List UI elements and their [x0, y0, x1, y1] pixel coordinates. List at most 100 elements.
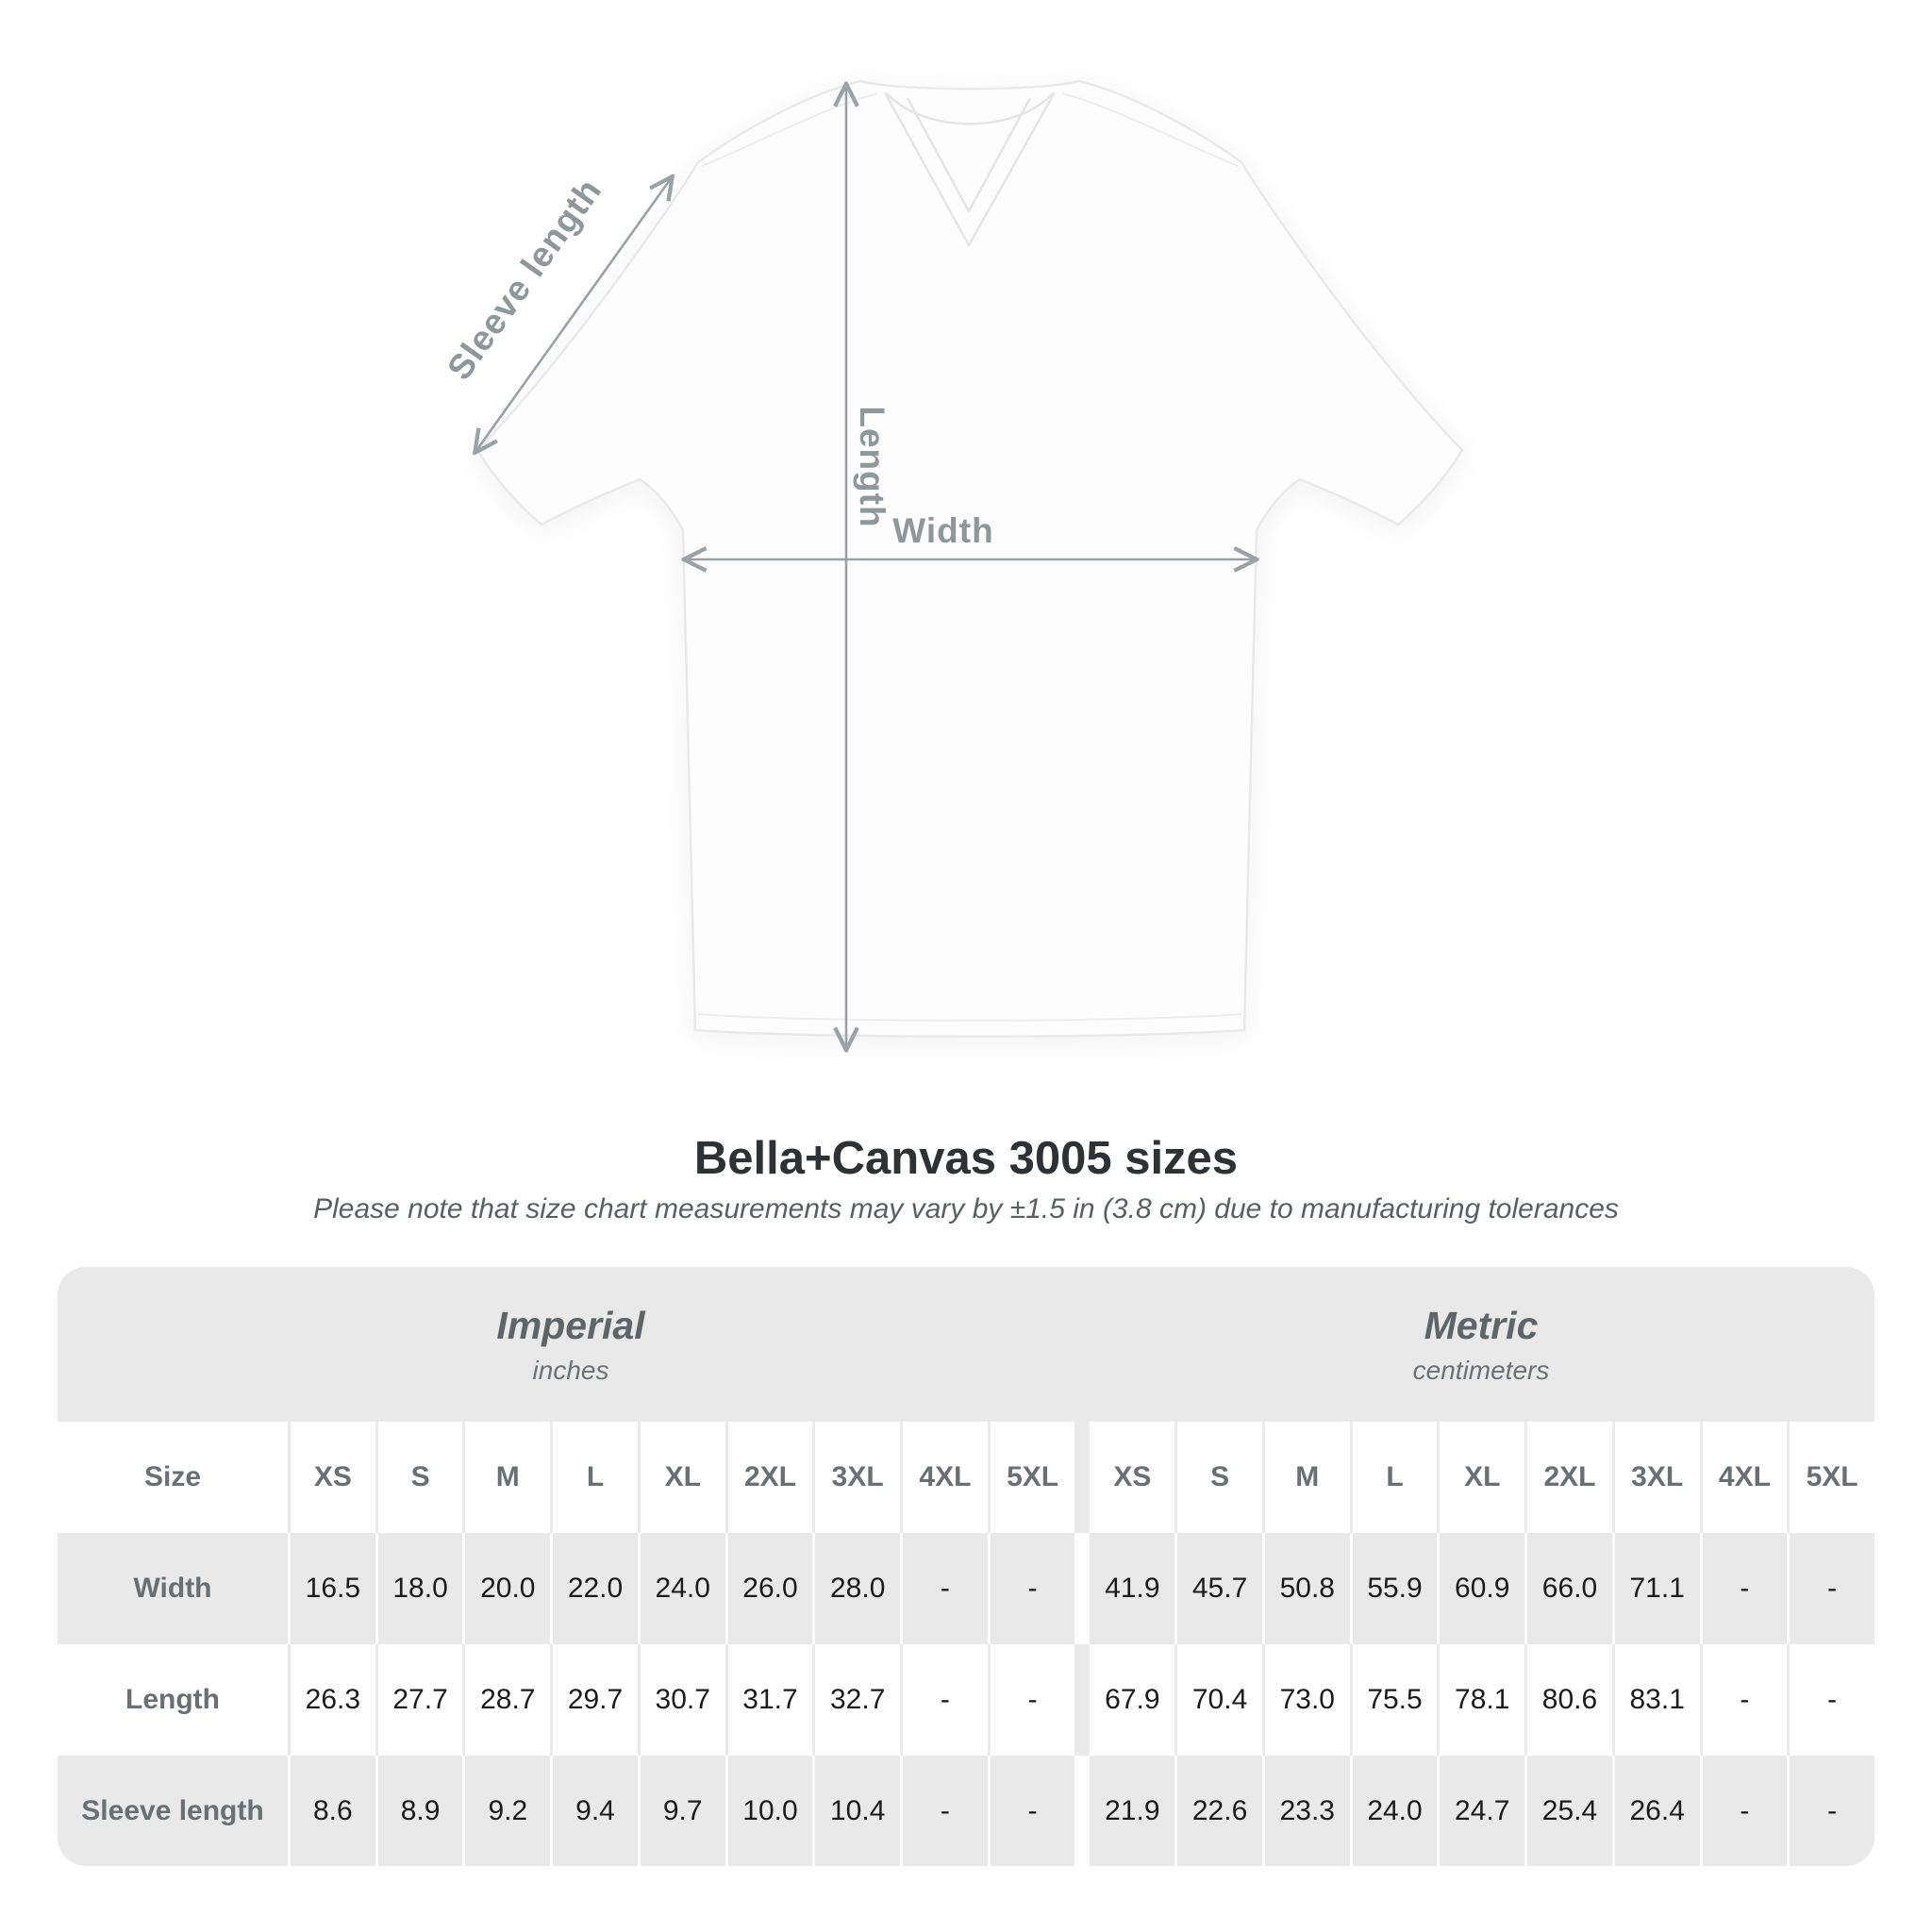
imperial-size-header: XS	[291, 1422, 375, 1533]
metric-value-cell: -	[1790, 1644, 1874, 1756]
imperial-subtitle: inches	[532, 1355, 609, 1385]
measurement-row-length: Length 26.3 27.7 28.7 29.7 30.7 31.7 32.7- -67.9…	[58, 1644, 1874, 1756]
collar-back-neck	[886, 92, 1054, 125]
metric-value-cell: 22.6	[1177, 1756, 1262, 1866]
metric-size-header: L	[1352, 1422, 1438, 1533]
measurement-arrows	[475, 85, 1256, 1049]
metric-size-header: S	[1177, 1422, 1262, 1533]
imperial-value-cell: 10.4	[815, 1756, 901, 1866]
metric-value-cell: 71.1	[1614, 1533, 1700, 1644]
imperial-value-cell: 8.6	[291, 1756, 375, 1866]
sleeve-length-arrow	[475, 177, 672, 452]
imperial-size-header: 4XL	[903, 1422, 988, 1533]
imperial-value-cell: 30.7	[640, 1644, 725, 1756]
metric-value-cell: 55.9	[1352, 1533, 1438, 1644]
imperial-title: Imperial	[496, 1303, 645, 1347]
imperial-value-cell: -	[903, 1533, 988, 1644]
right-shoulder-seam	[1061, 92, 1239, 167]
size-column-header: Size	[58, 1422, 288, 1533]
tshirt-diagram-svg: Sleeve length Length Width	[440, 79, 1464, 1132]
imperial-value-cell: 9.4	[553, 1756, 638, 1866]
metric-value-cell: 45.7	[1177, 1533, 1262, 1644]
metric-value-cell: 73.0	[1264, 1644, 1350, 1756]
metric-value-cell: 25.4	[1527, 1756, 1612, 1866]
metric-value-cell: -	[1702, 1756, 1788, 1866]
width-label: Width	[892, 511, 993, 550]
metric-value-cell: 67.9	[1090, 1644, 1175, 1756]
size-header-row: Size XS S M L XL 2XL 3XL 4XL 5XL XS S M L XL 2XL 3XL 4XL 5…	[58, 1422, 1874, 1533]
metric-value-cell: 78.1	[1440, 1644, 1525, 1756]
row-label: Length	[58, 1644, 288, 1756]
collar-inner-v	[906, 97, 1032, 213]
size-table-body: Width 16.5 18.0 20.0 22.0 24.0 26.0 28.0- -41.9 4…	[58, 1533, 1874, 1866]
imperial-value-cell: 10.0	[727, 1756, 813, 1866]
metric-value-cell: -	[1702, 1533, 1788, 1644]
size-table: Imperial inches Metric centimeters Size X…	[58, 1267, 1874, 1866]
imperial-value-cell: 32.7	[815, 1644, 901, 1756]
metric-value-cell: -	[1790, 1756, 1874, 1866]
units-divider	[1077, 1756, 1087, 1866]
units-header-band: Imperial inches Metric centimeters	[58, 1267, 1874, 1422]
imperial-value-cell: 16.5	[291, 1533, 375, 1644]
units-divider	[1077, 1644, 1087, 1756]
imperial-value-cell: 29.7	[553, 1644, 638, 1756]
metric-value-cell: 70.4	[1177, 1644, 1262, 1756]
imperial-value-cell: 24.0	[640, 1533, 725, 1644]
chart-subtitle: Please note that size chart measurements…	[313, 1193, 1619, 1224]
row-label: Width	[58, 1533, 288, 1644]
row-label: Sleeve length	[58, 1756, 288, 1866]
metric-size-header: 2XL	[1527, 1422, 1612, 1533]
imperial-value-cell: 8.9	[377, 1756, 463, 1866]
metric-size-header: XL	[1440, 1422, 1525, 1533]
imperial-value-cell: 9.7	[640, 1756, 725, 1866]
metric-value-cell: 60.9	[1440, 1533, 1525, 1644]
imperial-value-cell: -	[990, 1533, 1075, 1644]
imperial-size-header: L	[553, 1422, 638, 1533]
imperial-value-cell: 26.3	[291, 1644, 375, 1756]
length-label: Length	[853, 406, 891, 527]
metric-value-cell: 66.0	[1527, 1533, 1612, 1644]
imperial-value-cell: 22.0	[553, 1533, 638, 1644]
imperial-value-cell: 9.2	[465, 1756, 551, 1866]
units-divider	[1077, 1422, 1087, 1533]
imperial-value-cell: 28.7	[465, 1644, 551, 1756]
measurement-row-sleeve-length: Sleeve length 8.6 8.9 9.2 9.4 9.7 10.0 10.4- -21…	[58, 1756, 1874, 1866]
hem-stitch-line	[697, 1013, 1242, 1022]
imperial-value-cell: 20.0	[465, 1533, 551, 1644]
measurement-row-width: Width 16.5 18.0 20.0 22.0 24.0 26.0 28.0- -41.9 4…	[58, 1533, 1874, 1644]
metric-value-cell: 23.3	[1264, 1756, 1350, 1866]
imperial-value-cell: 26.0	[727, 1533, 813, 1644]
imperial-value-cell: 31.7	[727, 1644, 813, 1756]
metric-value-cell: 75.5	[1352, 1644, 1438, 1756]
chart-title: Bella+Canvas 3005 sizes	[693, 1133, 1239, 1184]
imperial-size-header: 3XL	[815, 1422, 901, 1533]
metric-size-header: M	[1264, 1422, 1350, 1533]
metric-value-cell: -	[1790, 1533, 1874, 1644]
metric-value-cell: -	[1702, 1644, 1788, 1756]
imperial-size-header: 2XL	[727, 1422, 813, 1533]
metric-value-cell: 83.1	[1614, 1644, 1700, 1756]
metric-header: Metric centimeters	[1104, 1267, 1858, 1422]
tshirt-measurement-diagram: Sleeve length Length Width	[440, 79, 1464, 1132]
metric-value-cell: 41.9	[1090, 1533, 1175, 1644]
imperial-value-cell: 27.7	[377, 1644, 463, 1756]
metric-value-cell: 21.9	[1090, 1756, 1175, 1866]
imperial-value-cell: 18.0	[377, 1533, 463, 1644]
imperial-size-header: M	[465, 1422, 551, 1533]
imperial-value-cell: -	[903, 1644, 988, 1756]
imperial-value-cell: -	[903, 1756, 988, 1866]
imperial-size-header: S	[377, 1422, 463, 1533]
units-divider	[1077, 1533, 1087, 1644]
imperial-value-cell: -	[990, 1644, 1075, 1756]
imperial-value-cell: 28.0	[815, 1533, 901, 1644]
metric-size-header: 5XL	[1790, 1422, 1874, 1533]
metric-value-cell: 24.7	[1440, 1756, 1525, 1866]
metric-subtitle: centimeters	[1412, 1355, 1550, 1385]
metric-value-cell: 80.6	[1527, 1644, 1612, 1756]
imperial-size-header: 5XL	[990, 1422, 1075, 1533]
metric-size-header: 4XL	[1702, 1422, 1788, 1533]
metric-title: Metric	[1424, 1303, 1539, 1347]
metric-value-cell: 50.8	[1264, 1533, 1350, 1644]
imperial-header: Imperial inches	[193, 1267, 948, 1422]
